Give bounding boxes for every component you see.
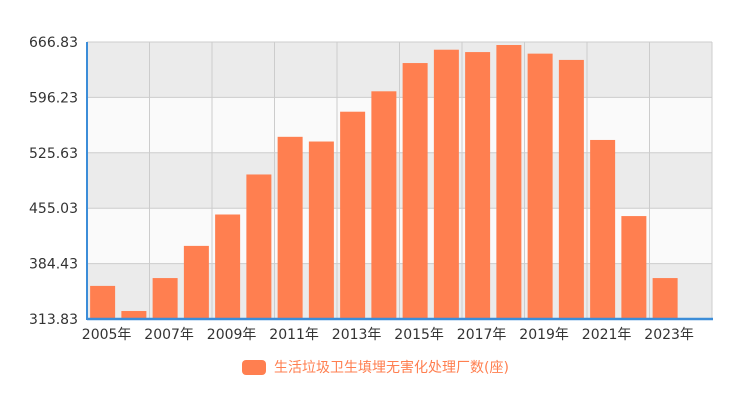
bar-2011年 bbox=[277, 136, 303, 319]
bar-2015年 bbox=[402, 63, 428, 319]
bar-2022年 bbox=[621, 216, 647, 319]
y-tick-label: 525.63 bbox=[29, 146, 78, 162]
legend-label: 生活垃圾卫生填埋无害化处理厂数(座) bbox=[274, 360, 509, 376]
bar-2018年 bbox=[496, 45, 522, 320]
bar-2013年 bbox=[340, 111, 366, 319]
y-tick-label: 384.43 bbox=[29, 257, 78, 273]
x-tick-label: 2005年 bbox=[82, 327, 132, 343]
bar-2005年 bbox=[90, 285, 116, 319]
bar-2021年 bbox=[590, 139, 616, 319]
bar-2023年 bbox=[652, 278, 678, 319]
y-tick-label: 455.03 bbox=[29, 201, 78, 217]
legend-swatch bbox=[242, 359, 267, 375]
y-tick-label: 313.83 bbox=[29, 312, 78, 328]
x-tick-label: 2009年 bbox=[207, 327, 257, 343]
x-tick-label: 2013年 bbox=[332, 327, 382, 343]
x-tick-label: 2011年 bbox=[269, 327, 319, 343]
x-tick-label: 2015年 bbox=[394, 327, 444, 343]
y-tick-label: 596.23 bbox=[29, 90, 78, 106]
bar-2006年 bbox=[121, 311, 147, 319]
bar-2008年 bbox=[183, 245, 209, 319]
x-tick-label: 2007年 bbox=[144, 327, 194, 343]
bar-2012年 bbox=[308, 141, 334, 319]
bar-2009年 bbox=[215, 214, 241, 319]
y-tick-label: 666.83 bbox=[29, 35, 78, 51]
bar-2019年 bbox=[527, 53, 553, 319]
bar-2010年 bbox=[246, 174, 272, 319]
x-tick-label: 2019年 bbox=[519, 327, 569, 343]
x-tick-label: 2023年 bbox=[644, 327, 694, 343]
legend[interactable]: 生活垃圾卫生填埋无害化处理厂数(座) bbox=[0, 357, 751, 377]
x-tick-label: 2017年 bbox=[457, 327, 507, 343]
bar-2020年 bbox=[558, 59, 584, 319]
bar-2014年 bbox=[371, 91, 397, 320]
bar-2007年 bbox=[152, 278, 178, 319]
bar-2017年 bbox=[465, 52, 491, 319]
x-tick-label: 2021年 bbox=[582, 327, 632, 343]
bar-2016年 bbox=[433, 49, 459, 320]
